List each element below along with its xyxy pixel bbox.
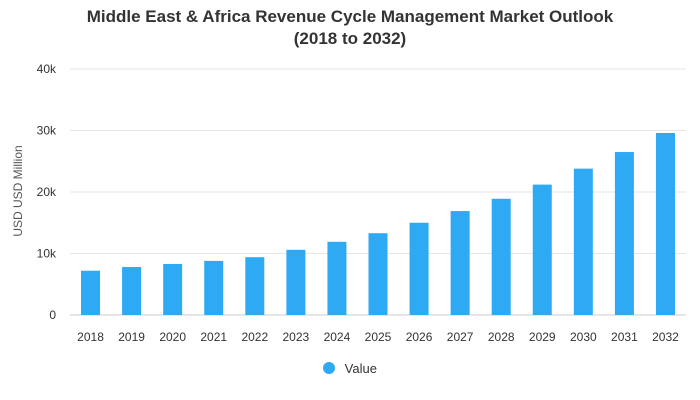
bar-2028[interactable] xyxy=(491,198,511,315)
x-tick-label: 2024 xyxy=(324,330,351,344)
x-tick-label: 2019 xyxy=(118,330,145,344)
x-tick-label: 2021 xyxy=(200,330,227,344)
bar-2031[interactable] xyxy=(614,152,634,315)
legend-marker-value xyxy=(323,362,336,374)
x-tick-label: 2025 xyxy=(365,330,392,344)
y-axis-label: USD USD Million xyxy=(11,145,25,236)
chart-title-line1: Middle East & Africa Revenue Cycle Manag… xyxy=(86,7,614,26)
bar-2032[interactable] xyxy=(655,132,675,315)
x-tick-label: 2031 xyxy=(611,330,638,344)
x-tick-label: 2023 xyxy=(283,330,310,344)
bar-2019[interactable] xyxy=(122,267,142,315)
x-tick-label: 2027 xyxy=(447,330,474,344)
bar-2027[interactable] xyxy=(450,211,470,315)
x-tick-label: 2028 xyxy=(488,330,515,344)
x-axis-ticks: 2018 2019 2020 2021 2022 2023 2024 2025 2026 2027… xyxy=(77,330,679,344)
y-tick-label: 40k xyxy=(37,62,57,76)
bar-2022[interactable] xyxy=(245,257,265,315)
y-tick-label: 0 xyxy=(49,308,56,322)
y-tick-label: 20k xyxy=(37,185,57,199)
bar-2026[interactable] xyxy=(409,222,429,315)
bar-2020[interactable] xyxy=(163,263,183,315)
bar-2030[interactable] xyxy=(573,168,593,315)
y-axis-ticks: 0 10k 20k 30k 40k xyxy=(37,62,57,322)
bar-2029[interactable] xyxy=(532,184,552,315)
bars xyxy=(81,132,675,315)
x-tick-label: 2026 xyxy=(406,330,433,344)
bar-2025[interactable] xyxy=(368,233,388,315)
bar-2021[interactable] xyxy=(204,260,224,315)
bar-2023[interactable] xyxy=(286,249,306,315)
x-tick-label: 2022 xyxy=(241,330,268,344)
y-tick-label: 10k xyxy=(37,247,57,261)
x-tick-label: 2020 xyxy=(159,330,186,344)
x-tick-label: 2029 xyxy=(529,330,556,344)
x-tick-label: 2032 xyxy=(652,330,679,344)
chart-title-line2: (2018 to 2032) xyxy=(293,29,407,48)
legend: Value xyxy=(0,361,700,376)
legend-label-value[interactable]: Value xyxy=(344,361,377,376)
chart-title: Middle East & Africa Revenue Cycle Manag… xyxy=(0,6,700,50)
x-tick-label: 2030 xyxy=(570,330,597,344)
y-tick-label: 30k xyxy=(37,124,57,138)
bar-2018[interactable] xyxy=(81,270,101,315)
bar-2024[interactable] xyxy=(327,241,347,315)
x-tick-label: 2018 xyxy=(77,330,104,344)
